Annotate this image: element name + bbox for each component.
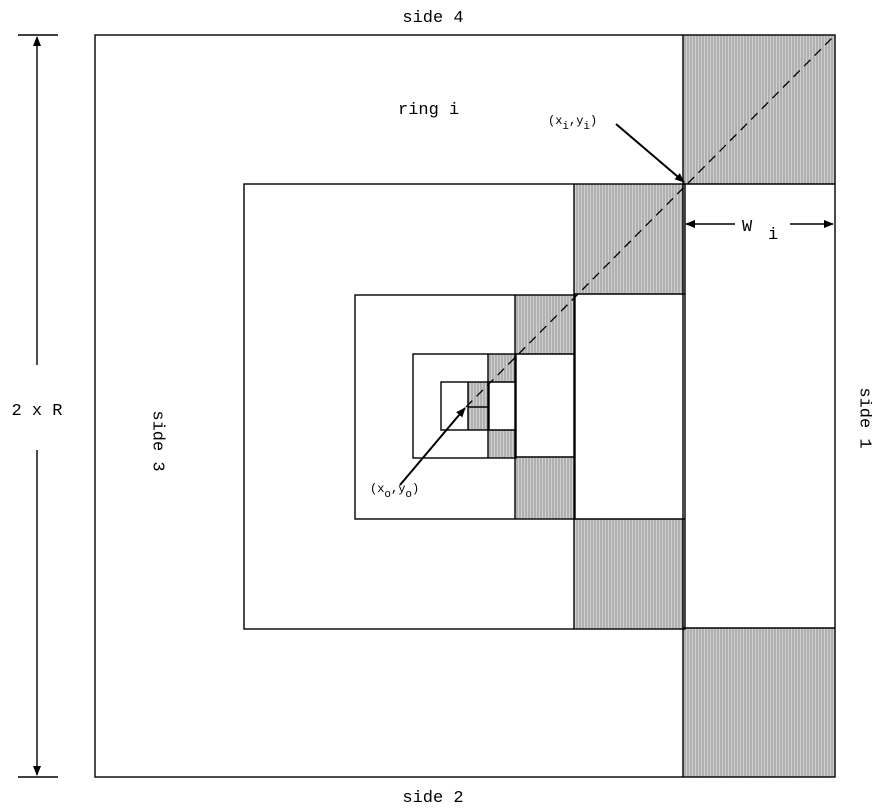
side-bottom-label: side 2	[402, 789, 463, 808]
hatched-cell-ring4-bottom	[488, 430, 516, 458]
cell-boundaries	[467, 35, 835, 777]
hatched-cell-ring1-bottom	[683, 628, 835, 777]
dashed-diagonal	[465, 34, 836, 408]
hatched-cell-ring5-bottom	[468, 407, 489, 430]
origin-point-comma: ,y	[391, 482, 405, 496]
origin-point-open: (x	[370, 482, 384, 496]
hatched-cell-ring1-top	[683, 35, 835, 184]
width-subscript: i	[768, 226, 778, 245]
outer-point-arrow	[615, 123, 685, 183]
side-top-label: side 4	[402, 9, 463, 28]
width-dimension: W i	[685, 218, 834, 245]
ring-label: ring i	[398, 101, 459, 120]
side-right-label: side 1	[855, 387, 872, 448]
hatched-cell-ring3-bottom	[515, 457, 575, 519]
hatched-cell-ring3-top	[515, 295, 575, 354]
ring-square-5	[440, 381, 490, 431]
outer-point-close: )	[590, 114, 597, 128]
side-left-label: side 3	[148, 410, 167, 471]
outer-point-sub-x: i	[562, 121, 569, 133]
outer-point-comma: ,y	[569, 114, 583, 128]
outer-square	[94, 34, 836, 778]
origin-point-sub-y: o	[405, 489, 412, 501]
ring-square-4	[412, 353, 517, 459]
outer-point-label: (xi,yi)	[548, 114, 597, 133]
ring-squares	[94, 34, 836, 778]
ring-square-3	[354, 294, 576, 520]
hatched-cell-ring4-top	[488, 354, 516, 382]
outer-point-sub-y: i	[583, 121, 590, 133]
hatched-cell-ring2-top	[574, 184, 685, 294]
origin-point-arrow	[399, 407, 466, 486]
width-label: W	[742, 218, 753, 237]
hatched-cells	[468, 35, 835, 777]
outer-point-open: (x	[548, 114, 562, 128]
hatched-cell-ring2-bottom	[574, 519, 685, 629]
diameter-label: 2 x R	[11, 402, 62, 421]
origin-point-label: (xo,yo)	[370, 482, 419, 501]
ring-square-2	[243, 183, 686, 630]
diameter-dimension: 2 x R	[11, 34, 63, 778]
origin-point-close: )	[412, 482, 419, 496]
origin-point-sub-x: o	[384, 489, 391, 501]
